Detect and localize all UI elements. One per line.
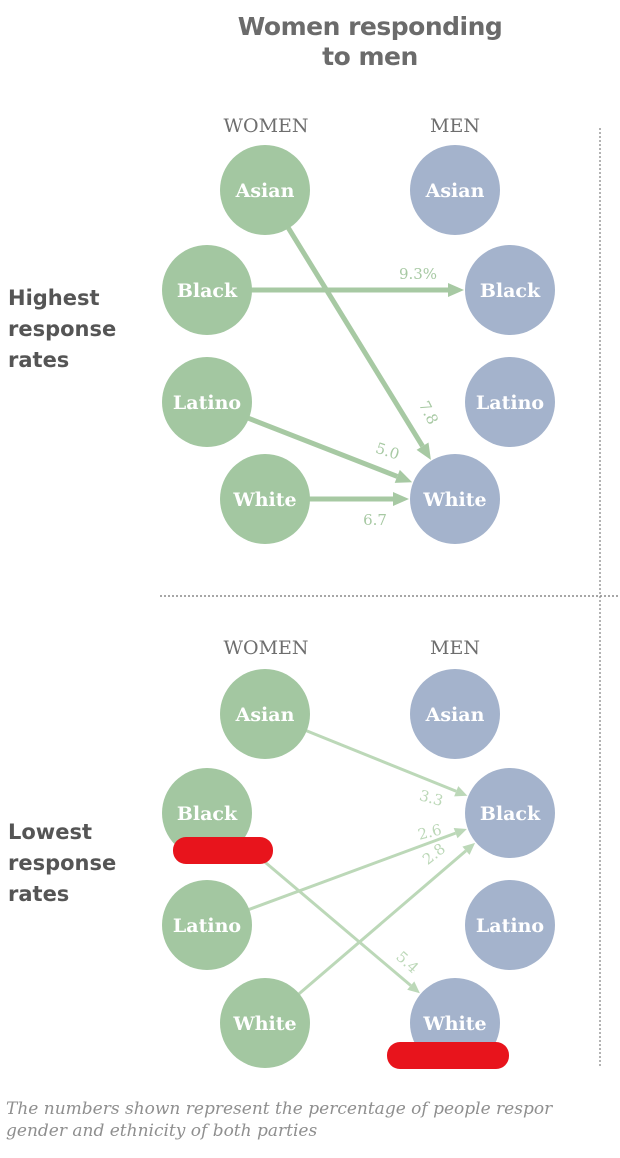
node-circle (465, 768, 555, 858)
section-label-lowest: Lowest response rates (8, 817, 116, 910)
section-label-line: response (8, 317, 117, 341)
women-node-latino: Latino (162, 357, 252, 447)
node-label: Asian (235, 704, 295, 726)
node-label: Black (177, 280, 238, 302)
men-column-header: MEN (430, 115, 480, 137)
men-node-black: Black (465, 245, 555, 335)
men-node-asian: Asian (410, 145, 500, 235)
nodes-layer: Asian Black Latino White Asian Black Latino Whi… (162, 145, 555, 1068)
men-node-black: Black (465, 768, 555, 858)
link-value-label: 3.3 (417, 786, 445, 810)
node-circle (162, 357, 252, 447)
section-label-line: rates (8, 348, 70, 372)
node-circle (162, 245, 252, 335)
node-circle (410, 669, 500, 759)
title-line-1: Women responding (237, 12, 503, 41)
footnote-caption: The numbers shown represent the percenta… (6, 1098, 620, 1142)
link-value-label: 2.6 (416, 821, 444, 844)
arrowhead (454, 786, 468, 797)
redaction-mark (173, 837, 273, 864)
section-label-line: Highest (8, 286, 100, 310)
arrowhead (453, 827, 467, 839)
arrowhead (393, 492, 409, 506)
men-node-asian: Asian (410, 669, 500, 759)
node-circle (410, 454, 500, 544)
node-label: Asian (425, 704, 485, 726)
node-circle (162, 768, 252, 858)
node-label: White (232, 1013, 296, 1035)
node-circle (465, 880, 555, 970)
node-circle (465, 245, 555, 335)
node-label: White (422, 489, 486, 511)
section-label-highest: Highest response rates (8, 283, 116, 376)
node-circle (220, 978, 310, 1068)
node-label: White (422, 1013, 486, 1035)
women-node-latino: Latino (162, 880, 252, 970)
link-latino-women-to-white-men (232, 409, 399, 479)
section-label-line: response (8, 851, 117, 875)
title-line-2: to men (322, 42, 418, 71)
women-column-header: WOMEN (223, 115, 308, 137)
node-circle (220, 669, 310, 759)
women-node-asian: Asian (220, 145, 310, 235)
link-value-label: 5.0 (373, 439, 401, 463)
link-value-label: 9.3% (399, 265, 437, 283)
women-node-white: White (220, 978, 310, 1068)
node-label: Black (480, 803, 541, 825)
section-label-line: Lowest (8, 820, 92, 844)
node-label: Latino (476, 392, 544, 414)
arrowhead (394, 469, 413, 483)
value-labels-layer: 7.89.3%5.06.73.32.62.85.4 (363, 265, 449, 977)
link-asian-women-to-black-men (290, 723, 457, 793)
arrowhead (416, 442, 431, 460)
women-node-asian: Asian (220, 669, 310, 759)
arrowhead (448, 283, 464, 297)
node-circle (410, 145, 500, 235)
node-label: Asian (235, 180, 295, 202)
node-circle (220, 454, 310, 544)
node-label: Asian (425, 180, 485, 202)
section-label-line: rates (8, 882, 70, 906)
node-circle (220, 145, 310, 235)
women-node-white: White (220, 454, 310, 544)
chart-title: Women responding to men (230, 12, 510, 72)
node-circle (465, 357, 555, 447)
link-value-label: 6.7 (363, 511, 387, 529)
link-value-label: 7.8 (415, 398, 442, 427)
link-latino-women-to-black-men (232, 831, 457, 917)
arrowhead (462, 842, 476, 855)
men-node-latino: Latino (465, 357, 555, 447)
men-node-latino: Latino (465, 880, 555, 970)
node-label: Latino (476, 915, 544, 937)
node-label: White (232, 489, 296, 511)
arrowhead (407, 981, 420, 994)
women-node-black: Black (162, 768, 252, 858)
link-asian-women-to-white-men (277, 212, 425, 448)
node-label: Black (177, 803, 238, 825)
caption-line: gender and ethnicity of both parties (6, 1121, 318, 1141)
node-circle (162, 880, 252, 970)
link-white-women-to-black-men (285, 849, 467, 1006)
caption-line: The numbers shown represent the percenta… (6, 1099, 553, 1119)
node-label: Latino (173, 915, 241, 937)
men-node-white: White (410, 454, 500, 544)
node-label: Latino (173, 392, 241, 414)
node-label: Black (480, 280, 541, 302)
women-column-header: WOMEN (223, 637, 308, 659)
links-layer (227, 212, 476, 1006)
men-column-header: MEN (430, 637, 480, 659)
women-node-black: Black (162, 245, 252, 335)
redaction-mark (387, 1042, 509, 1069)
